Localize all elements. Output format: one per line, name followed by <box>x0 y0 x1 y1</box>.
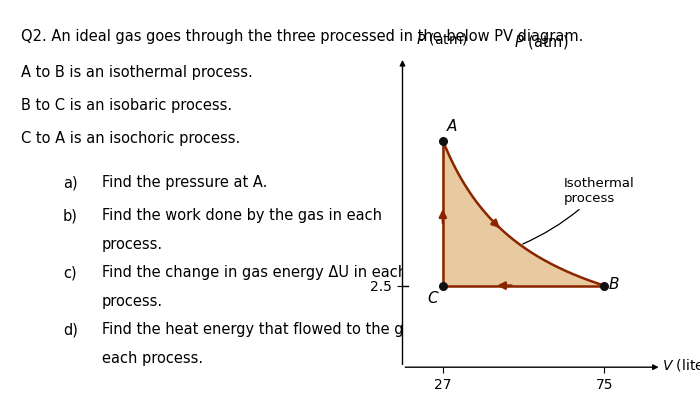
Text: $P$ (atm): $P$ (atm) <box>416 31 468 47</box>
Text: Find the change in gas energy ΔU in each: Find the change in gas energy ΔU in each <box>102 265 407 280</box>
Text: a): a) <box>63 175 78 191</box>
Polygon shape <box>443 141 604 286</box>
Text: $A$: $A$ <box>446 118 459 134</box>
Text: d): d) <box>63 322 78 337</box>
Text: Find the heat energy that flowed to the gas in: Find the heat energy that flowed to the … <box>102 322 438 337</box>
Text: process.: process. <box>102 294 162 309</box>
Text: $V$ (liters): $V$ (liters) <box>662 357 700 373</box>
Text: process.: process. <box>102 237 162 252</box>
Text: A to B is an isothermal process.: A to B is an isothermal process. <box>21 65 253 80</box>
Text: Find the pressure at A.: Find the pressure at A. <box>102 175 267 191</box>
Text: Isothermal
process: Isothermal process <box>523 177 635 244</box>
Text: each process.: each process. <box>102 351 202 366</box>
Text: Find the work done by the gas in each: Find the work done by the gas in each <box>102 208 382 223</box>
Text: $P$ (atm): $P$ (atm) <box>514 33 568 51</box>
Text: C to A is an isochoric process.: C to A is an isochoric process. <box>21 131 240 146</box>
Text: $B$: $B$ <box>608 276 620 292</box>
Text: B to C is an isobaric process.: B to C is an isobaric process. <box>21 98 232 113</box>
Text: c): c) <box>63 265 76 280</box>
Text: $C$: $C$ <box>427 290 440 306</box>
Text: b): b) <box>63 208 78 223</box>
Text: Q2. An ideal gas goes through the three processed in the below PV diagram.: Q2. An ideal gas goes through the three … <box>21 29 583 44</box>
